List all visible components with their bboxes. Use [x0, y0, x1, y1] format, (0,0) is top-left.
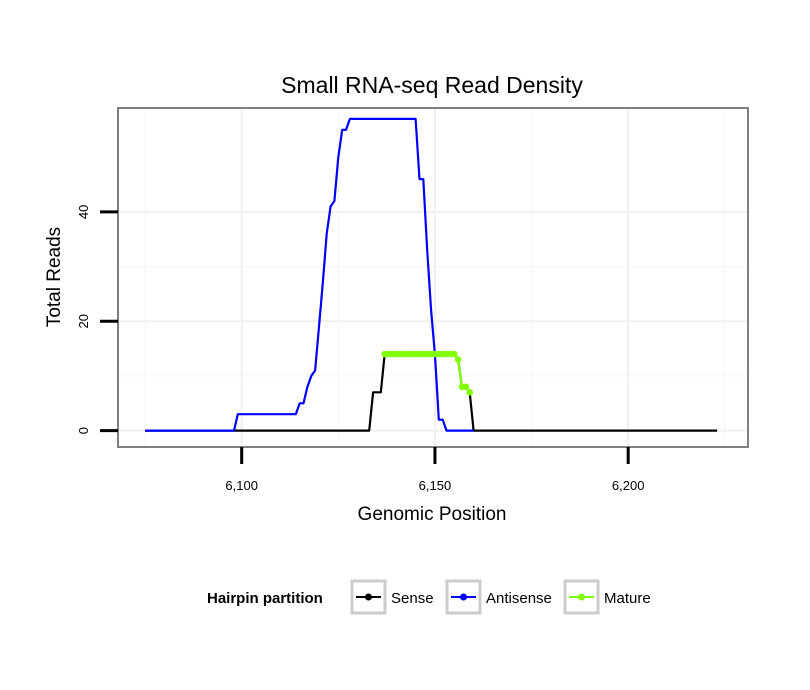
- chart-title: Small RNA-seq Read Density: [281, 72, 583, 98]
- y-axis: 0 20 40: [76, 205, 118, 434]
- legend-key-point: [460, 593, 467, 601]
- y-tick-label: 40: [76, 205, 91, 219]
- x-axis: 6,100 6,150 6,200: [225, 447, 644, 493]
- x-tick-label: 6,100: [225, 478, 258, 493]
- plot-background: [118, 108, 748, 447]
- legend-key-point: [365, 593, 372, 601]
- y-tick-label: 20: [76, 314, 91, 328]
- x-tick-label: 6,200: [612, 478, 645, 493]
- x-tick-label: 6,150: [419, 478, 452, 493]
- legend-entry-antisense: Antisense: [445, 579, 552, 615]
- legend-label: Sense: [391, 590, 434, 607]
- x-axis-title: Genomic Position: [358, 504, 507, 525]
- legend: Hairpin partition Sense Antisense Mature: [207, 579, 651, 615]
- legend-key-point: [578, 593, 585, 601]
- mature-point: [462, 383, 470, 391]
- legend-entry-sense: Sense: [350, 579, 434, 615]
- y-tick-label: 0: [76, 427, 91, 434]
- y-axis-title: Total Reads: [44, 227, 65, 327]
- legend-title: Hairpin partition: [207, 590, 323, 607]
- plot-border: [117, 107, 749, 448]
- legend-label: Antisense: [486, 590, 552, 607]
- legend-label: Mature: [604, 590, 651, 607]
- mature-point: [466, 389, 474, 396]
- mature-point: [450, 350, 458, 358]
- mature-point: [454, 356, 462, 363]
- series-line-antisense: [145, 117, 474, 432]
- legend-entry-mature: Mature: [563, 579, 651, 615]
- series-layer: [145, 117, 718, 432]
